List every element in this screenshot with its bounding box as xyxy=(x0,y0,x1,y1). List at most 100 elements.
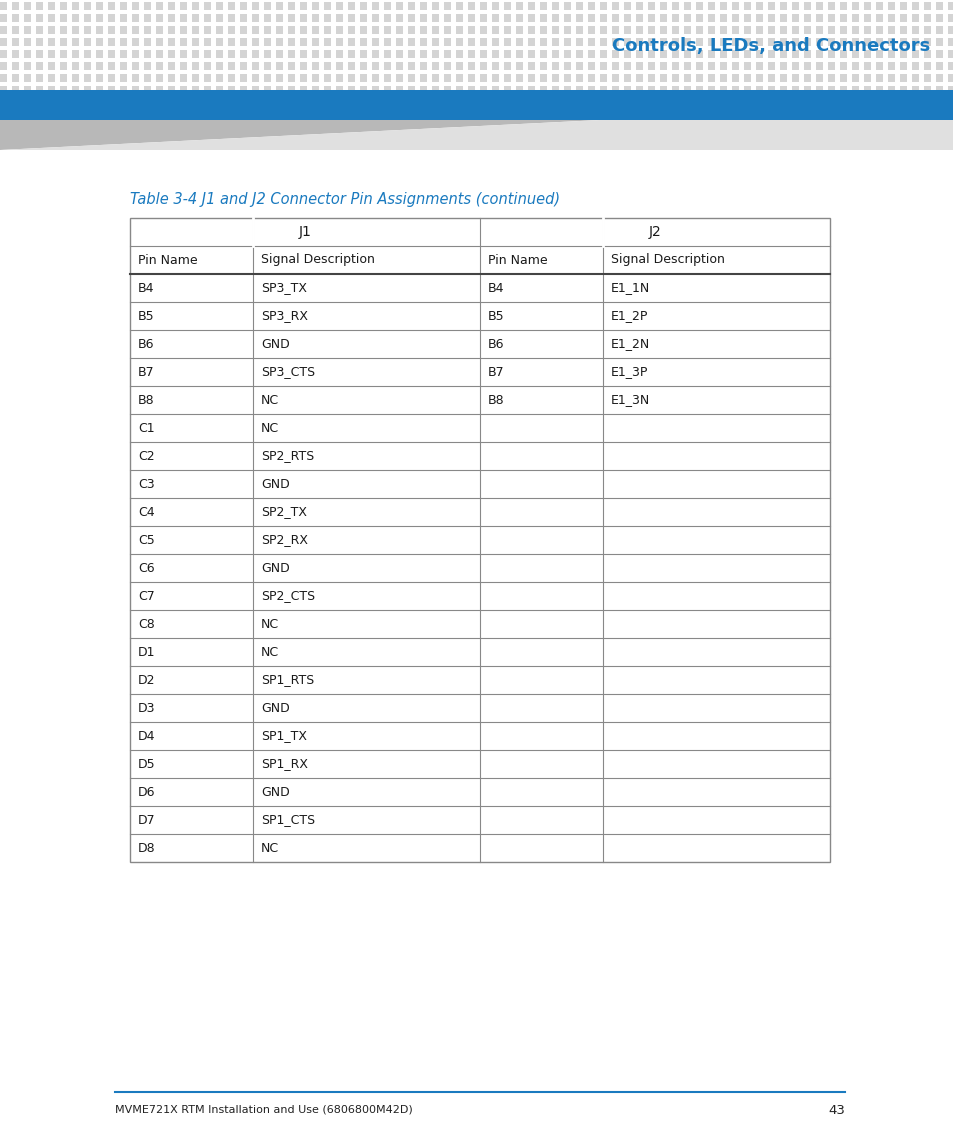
Bar xyxy=(527,86,535,94)
Bar xyxy=(899,50,906,58)
Bar xyxy=(24,26,30,34)
Bar xyxy=(527,38,535,46)
Bar xyxy=(899,2,906,10)
Bar xyxy=(275,86,283,94)
Bar xyxy=(348,2,355,10)
Bar xyxy=(372,38,378,46)
Text: C5: C5 xyxy=(138,534,154,546)
Bar xyxy=(863,74,870,82)
Bar xyxy=(443,14,451,22)
Bar xyxy=(552,38,558,46)
Bar xyxy=(492,62,498,70)
Text: D1: D1 xyxy=(138,646,155,658)
Bar xyxy=(587,86,595,94)
Bar xyxy=(180,38,187,46)
Bar xyxy=(707,50,714,58)
Bar xyxy=(468,86,475,94)
Bar xyxy=(636,14,642,22)
Bar xyxy=(875,50,882,58)
Bar xyxy=(671,62,679,70)
Bar xyxy=(432,14,438,22)
Bar xyxy=(84,26,91,34)
Bar xyxy=(12,26,19,34)
Bar xyxy=(587,38,595,46)
Bar xyxy=(180,50,187,58)
Text: B4: B4 xyxy=(488,282,504,294)
Bar xyxy=(204,26,211,34)
Bar xyxy=(156,62,163,70)
Bar xyxy=(96,50,103,58)
Bar xyxy=(503,86,511,94)
Bar xyxy=(659,86,666,94)
Text: B5: B5 xyxy=(488,309,504,323)
Bar xyxy=(372,62,378,70)
Bar xyxy=(539,50,546,58)
Bar xyxy=(731,38,739,46)
Bar xyxy=(840,14,846,22)
Bar xyxy=(851,38,858,46)
Bar xyxy=(84,50,91,58)
Bar xyxy=(863,2,870,10)
Bar xyxy=(731,50,739,58)
Bar xyxy=(563,26,571,34)
Bar xyxy=(503,14,511,22)
Bar xyxy=(743,14,750,22)
Bar xyxy=(468,62,475,70)
Bar xyxy=(623,38,630,46)
Bar xyxy=(539,62,546,70)
Bar xyxy=(935,86,942,94)
Bar xyxy=(935,2,942,10)
Bar xyxy=(707,62,714,70)
Text: GND: GND xyxy=(260,561,290,575)
Text: C8: C8 xyxy=(138,617,154,631)
Bar xyxy=(84,74,91,82)
Bar xyxy=(815,86,822,94)
Bar xyxy=(12,62,19,70)
Bar xyxy=(120,86,127,94)
Bar xyxy=(683,26,690,34)
Bar xyxy=(623,14,630,22)
Text: NC: NC xyxy=(260,421,278,434)
Bar xyxy=(576,38,582,46)
Bar xyxy=(696,38,702,46)
Bar xyxy=(767,2,774,10)
Text: J2: J2 xyxy=(648,226,660,239)
Text: SP3_CTS: SP3_CTS xyxy=(260,365,314,379)
Bar xyxy=(743,2,750,10)
Bar xyxy=(563,86,571,94)
Bar xyxy=(923,74,930,82)
Bar xyxy=(192,50,199,58)
Bar xyxy=(947,14,953,22)
Bar xyxy=(791,74,799,82)
Bar xyxy=(36,74,43,82)
Bar xyxy=(60,50,67,58)
Text: 43: 43 xyxy=(827,1104,844,1116)
Bar xyxy=(204,62,211,70)
Bar xyxy=(935,14,942,22)
Bar xyxy=(384,74,391,82)
Bar xyxy=(780,2,786,10)
Text: NC: NC xyxy=(260,394,278,406)
Bar xyxy=(48,38,55,46)
Bar xyxy=(647,2,655,10)
Text: J1: J1 xyxy=(298,226,311,239)
Text: SP2_CTS: SP2_CTS xyxy=(260,590,314,602)
Bar xyxy=(96,62,103,70)
Bar xyxy=(492,50,498,58)
Text: SP1_TX: SP1_TX xyxy=(260,729,307,742)
Bar xyxy=(120,62,127,70)
Bar xyxy=(599,50,606,58)
Bar xyxy=(275,2,283,10)
Bar xyxy=(120,74,127,82)
Bar xyxy=(228,14,234,22)
Bar xyxy=(24,50,30,58)
Bar xyxy=(935,74,942,82)
Bar xyxy=(456,50,462,58)
Bar xyxy=(827,86,834,94)
Text: SP2_TX: SP2_TX xyxy=(260,505,307,519)
Bar xyxy=(324,2,331,10)
Bar xyxy=(132,50,139,58)
Bar xyxy=(492,74,498,82)
Bar xyxy=(576,62,582,70)
Bar xyxy=(0,38,7,46)
